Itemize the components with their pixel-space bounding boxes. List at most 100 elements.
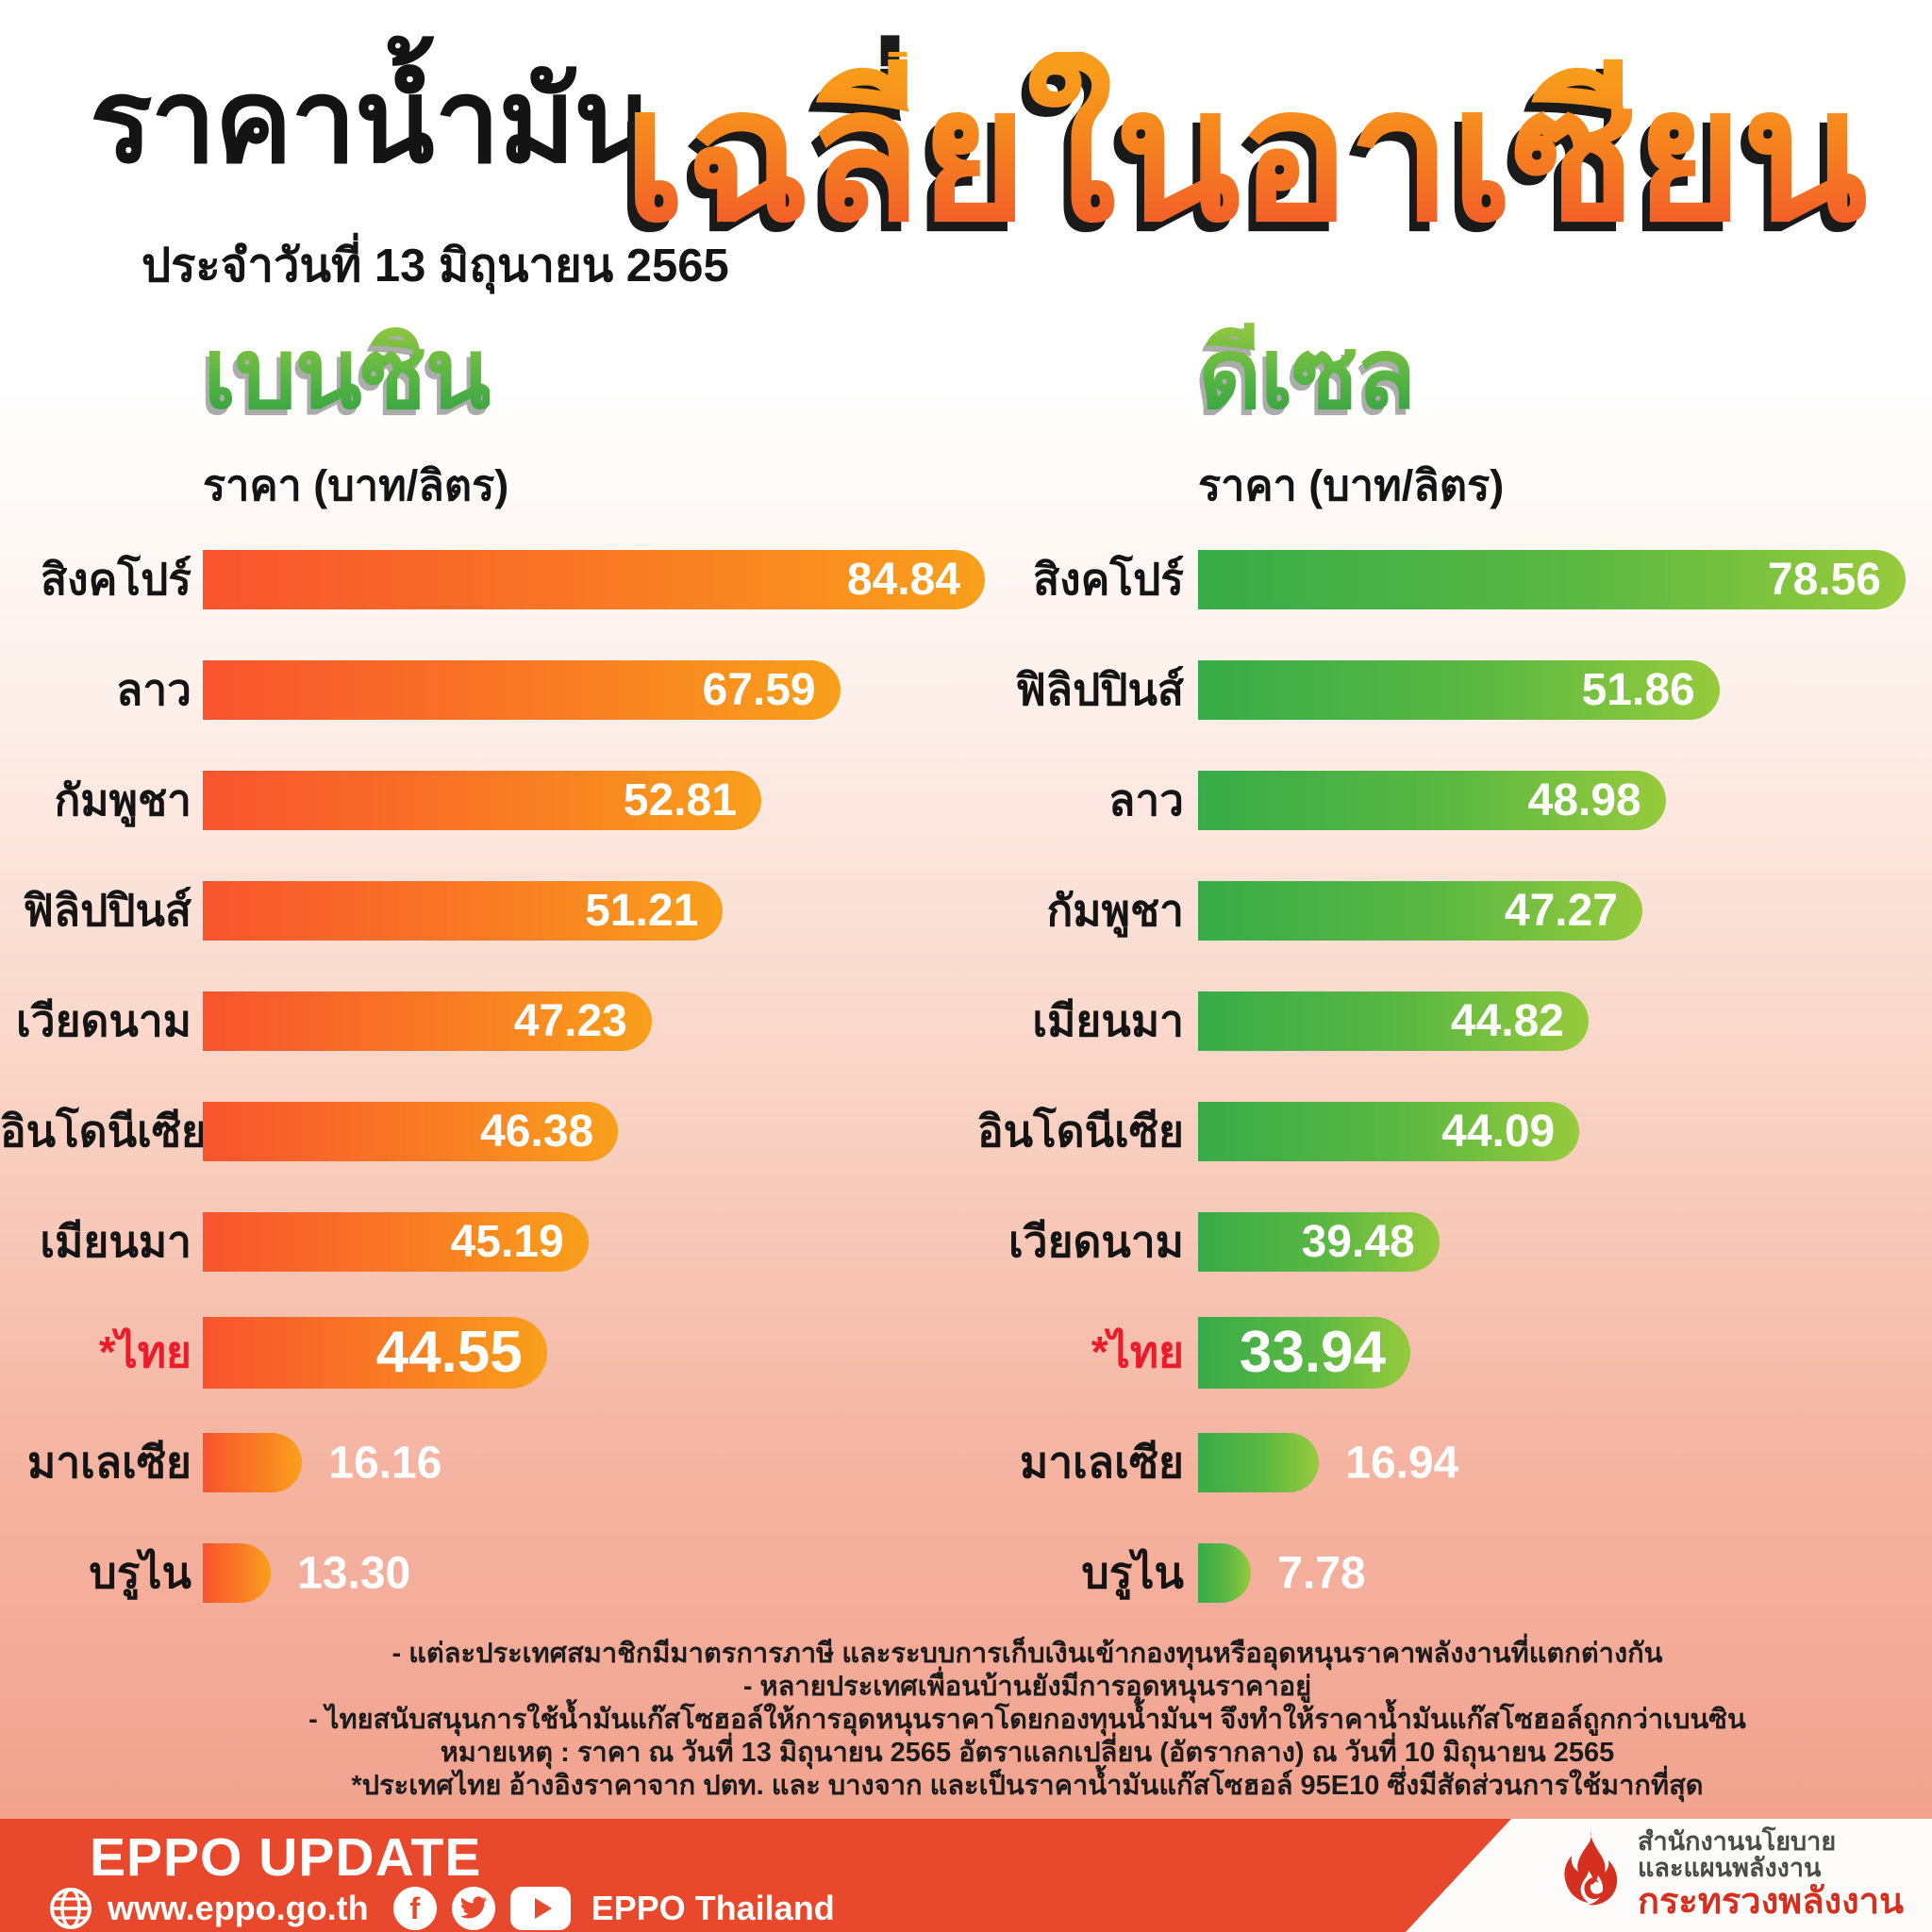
bar-row: *ไทย 44.55 — [0, 1297, 966, 1407]
title-gradient-layer: เฉลี่ยในอาเซียน — [623, 52, 1868, 258]
value-label: 84.84 — [846, 555, 960, 605]
bar-row: สิงคโปร์ 84.84 — [0, 525, 985, 635]
country-label: เวียดนาม — [1008, 1217, 1184, 1267]
value-bar: 67.59 — [203, 660, 841, 720]
bar-row: *ไทย 33.94 — [966, 1297, 1932, 1407]
org-name-line3: กระทรวงพลังงาน — [1638, 1881, 1904, 1922]
country-label: ฟิลิปปินส์ — [23, 886, 192, 936]
bar-track: 16.16 — [203, 1433, 985, 1492]
bar-row: อินโดนีเซีย 46.38 — [0, 1076, 966, 1187]
value-label: 44.55 — [375, 1320, 523, 1385]
bar-row: กัมพูชา 52.81 — [0, 745, 966, 856]
bar-row: กัมพูชา 47.27 — [966, 856, 1932, 966]
value-label: 16.16 — [328, 1438, 442, 1488]
value-bar: 47.27 — [1198, 881, 1642, 941]
country-label: *ไทย — [1091, 1327, 1184, 1377]
bar-track: 44.82 — [1198, 991, 1906, 1051]
bar-track: 84.84 — [203, 550, 985, 609]
bar-track: 7.78 — [1198, 1543, 1906, 1603]
footer-social-label: EPPO Thailand — [591, 1889, 835, 1927]
value-label: 52.81 — [623, 775, 737, 825]
benzine-chart-title: เบนซิน เบนซิน — [199, 325, 491, 429]
value-bar: 44.09 — [1198, 1102, 1580, 1161]
value-bar: 44.55 — [203, 1316, 547, 1389]
bar-track: 33.94 — [1198, 1316, 1906, 1389]
country-label: *ไทย — [98, 1327, 192, 1377]
org-name-line2: และแผนพลังงาน — [1638, 1854, 1822, 1883]
diesel-title-shadow: ดีเซล — [1194, 331, 1412, 429]
bar-track: 13.30 — [203, 1543, 985, 1603]
bar-row: เมียนมา 45.19 — [0, 1187, 966, 1297]
country-label: กัมพูชา — [1046, 886, 1184, 936]
bar-track: 47.23 — [203, 991, 985, 1051]
value-bar: 52.81 — [203, 771, 761, 830]
country-label: บรูไน — [89, 1548, 192, 1598]
value-bar: 51.21 — [203, 881, 724, 941]
country-label: อินโดนีเซีย — [0, 1107, 207, 1157]
diesel-unit-label: ราคา (บาท/ลิตร) — [1198, 461, 1505, 509]
page-title-accent: เฉลี่ยในอาเซียน เฉลี่ยในอาเซียน — [615, 0, 1932, 311]
bar-row: ลาว 67.59 — [0, 635, 966, 745]
footnote-line: - แต่ละประเทศสมาชิกมีมาตรการภาษี และระบบ… — [391, 1639, 1663, 1669]
value-bar: 16.94 — [1198, 1433, 1458, 1492]
country-label: ลาว — [1108, 775, 1184, 825]
bar-track: 44.55 — [203, 1316, 985, 1389]
footer-brand: EPPO UPDATE — [90, 1827, 482, 1888]
value-label: 51.21 — [585, 886, 699, 936]
value-label: 67.59 — [702, 665, 816, 715]
flame-icon — [1557, 1829, 1624, 1920]
value-label: 7.78 — [1277, 1548, 1366, 1598]
diesel-rows: สิงคโปร์ 78.56 ฟิลิปปินส์ 51.86 ลาว 48.98 กัมพ… — [966, 525, 1932, 1628]
value-bar: 16.16 — [203, 1433, 441, 1492]
benzine-title-shadow: เบนซิน — [199, 331, 488, 429]
country-label: ฟิลิปปินส์ — [1015, 665, 1184, 715]
title-shadow-layer: เฉลี่ยในอาเซียน — [615, 73, 1860, 258]
footer-logo-panel: สำนักงานนโยบาย และแผนพลังงาน กระทรวงพลัง… — [1406, 1819, 1932, 1932]
bar-row: เวียดนาม 39.48 — [966, 1187, 1932, 1297]
twitter-icon — [451, 1887, 495, 1930]
country-label: มาเลเซีย — [1020, 1438, 1184, 1488]
page-title: ราคาน้ำมัน — [90, 57, 654, 187]
country-label: มาเลเซีย — [27, 1438, 192, 1488]
bar-track: 48.98 — [1198, 771, 1906, 830]
benzine-chart: เบนซิน เบนซิน ราคา (บาท/ลิตร) สิงคโปร์ 84… — [0, 325, 985, 1637]
bar-row: มาเลเซีย 16.16 — [0, 1407, 966, 1518]
diesel-title-text: ดีเซล — [1198, 320, 1416, 429]
country-label: เวียดนาม — [16, 996, 192, 1046]
value-label: 46.38 — [480, 1107, 594, 1157]
footer-website: www.eppo.go.th — [108, 1889, 369, 1927]
date-subtitle: ประจำวันที่ 13 มิถุนายน 2565 — [142, 241, 729, 291]
value-label: 44.82 — [1450, 996, 1564, 1046]
value-label: 78.56 — [1767, 555, 1881, 605]
benzine-rows: สิงคโปร์ 84.84 ลาว 67.59 กัมพูชา 52.81 ฟิลิปปิ… — [0, 525, 985, 1628]
value-label: 47.27 — [1504, 886, 1618, 936]
bar-row: สิงคโปร์ 78.56 — [966, 525, 1932, 635]
bar-track: 45.19 — [203, 1212, 985, 1272]
value-bar: 48.98 — [1198, 771, 1666, 830]
value-bar: 7.78 — [1198, 1543, 1366, 1603]
bar-row: เมียนมา 44.82 — [966, 966, 1932, 1076]
footnotes: - แต่ละประเทศสมาชิกมีมาตรการภาษี และระบบ… — [123, 1638, 1932, 1803]
bar-track: 67.59 — [203, 660, 985, 720]
bar-row: เวียดนาม 47.23 — [0, 966, 966, 1076]
country-label: ลาว — [116, 665, 192, 715]
value-label: 48.98 — [1527, 775, 1641, 825]
bar-track: 39.48 — [1198, 1212, 1906, 1272]
bar-track: 16.94 — [1198, 1433, 1906, 1492]
bar-track: 52.81 — [203, 771, 985, 830]
value-bar: 45.19 — [203, 1212, 589, 1272]
country-label: เมียนมา — [1032, 996, 1184, 1046]
bar-row: ฟิลิปปินส์ 51.86 — [966, 635, 1932, 745]
value-bar: 78.56 — [1198, 550, 1906, 609]
youtube-icon — [509, 1887, 571, 1930]
bar-track: 51.21 — [203, 881, 985, 941]
bar-track: 78.56 — [1198, 550, 1906, 609]
value-label: 44.09 — [1441, 1107, 1556, 1157]
value-bar: 47.23 — [203, 991, 652, 1051]
diesel-chart: ดีเซล ดีเซล ราคา (บาท/ลิตร) สิงคโปร์ 78.5… — [966, 325, 1932, 1637]
bar-row: อินโดนีเซีย 44.09 — [966, 1076, 1932, 1187]
value-bar: 46.38 — [203, 1102, 619, 1161]
org-logo-block: สำนักงานนโยบาย และแผนพลังงาน กระทรวงพลัง… — [1557, 1828, 1904, 1922]
bar-track: 44.09 — [1198, 1102, 1906, 1161]
